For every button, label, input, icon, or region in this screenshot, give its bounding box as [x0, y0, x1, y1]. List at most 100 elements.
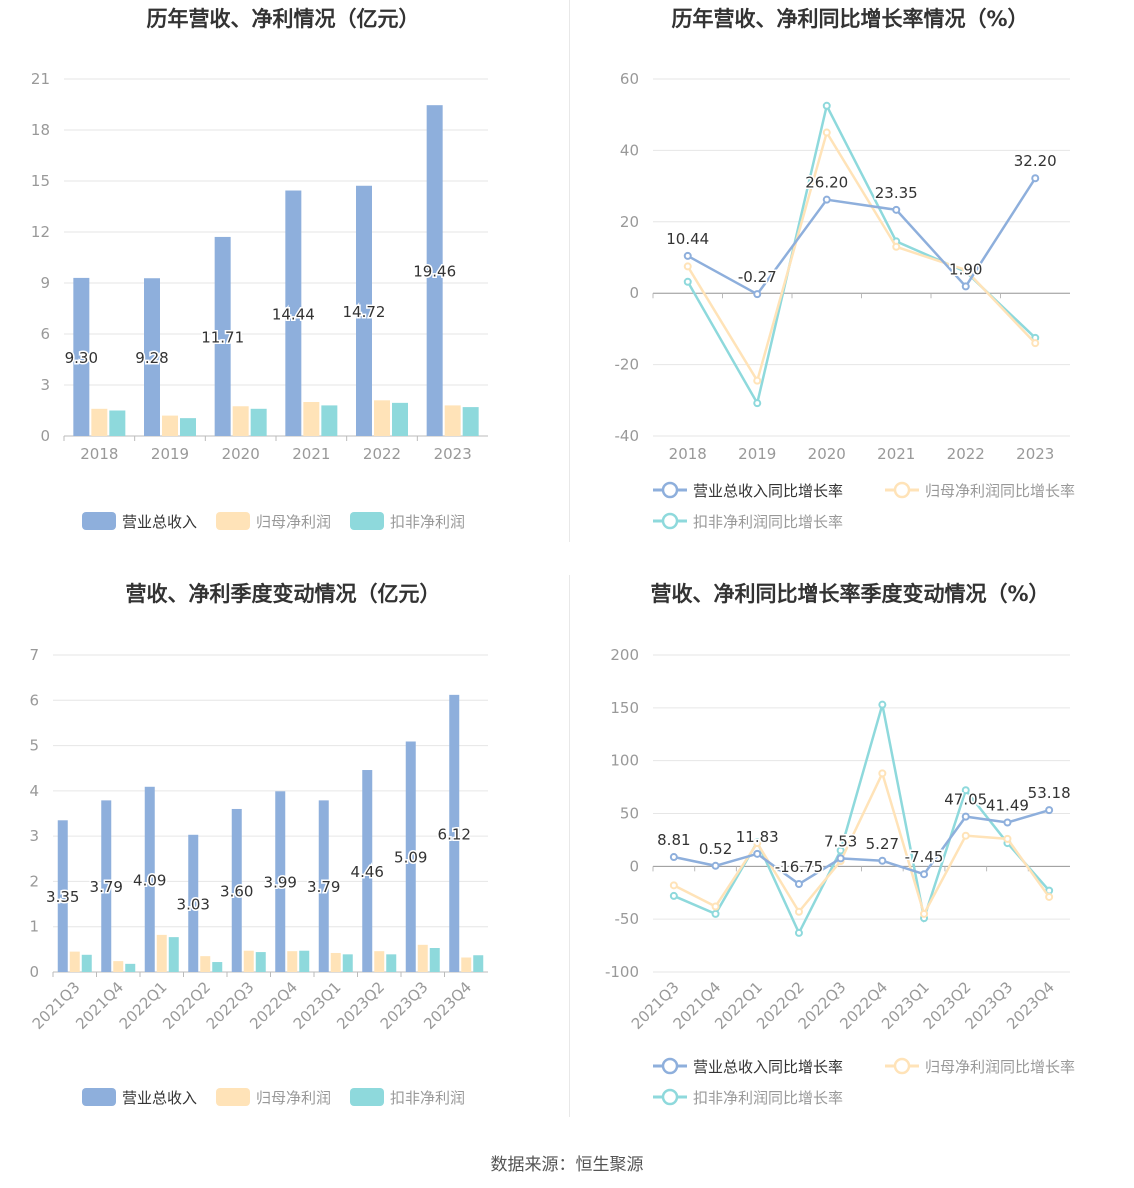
series-line-2	[673, 704, 1051, 936]
bar-2	[109, 410, 126, 436]
annual-growth-chart: 历年营收、净利同比增长率情况（%） -40 -20 0 20 40 60 2018 2019 20…	[615, 7, 1076, 531]
y-tick-label: 5	[29, 737, 39, 755]
data-label: 11.83	[736, 828, 779, 846]
legend-marker-1	[893, 481, 911, 499]
series-point-2	[683, 277, 692, 286]
x-tick-label: 2023	[1016, 445, 1054, 463]
y-tick-label: -50	[615, 910, 640, 928]
chart-title: 营收、净利季度变动情况（亿元）	[126, 582, 441, 606]
x-tick-label: 2022Q4	[246, 978, 301, 1033]
x-tick-label: 2022Q3	[203, 978, 258, 1033]
legend-label: 营业总收入同比增长率	[693, 482, 843, 500]
series-point-2	[753, 399, 762, 408]
series-point-0	[961, 282, 970, 291]
x-tick-label: 2022	[947, 445, 985, 463]
series-point-1	[711, 902, 720, 911]
data-label: 3.35	[46, 888, 79, 906]
bar-1	[444, 405, 461, 436]
bar-1	[374, 400, 390, 436]
x-tick-label: 2023Q2	[333, 978, 388, 1033]
series-point-0	[753, 290, 762, 299]
data-label: 5.27	[866, 835, 899, 853]
y-tick-label: 18	[31, 121, 50, 139]
bar-0	[231, 808, 242, 972]
bar-2	[342, 954, 353, 972]
series-line-0	[673, 808, 1050, 886]
data-label: 14.72	[343, 303, 386, 321]
series-point-1	[1003, 834, 1012, 843]
annual-bar-panel: 历年营收、净利情况（亿元） 0 3 6 9 12 15 18 21 2018 2019 2020 202…	[0, 0, 567, 575]
x-tick-label: 2023Q4	[420, 978, 475, 1033]
data-label: 8.81	[657, 831, 690, 849]
series-point-1	[1031, 339, 1040, 348]
x-tick-label: 2018	[669, 445, 707, 463]
legend-marker-1	[893, 1057, 911, 1075]
x-tick-label: 2022Q2	[159, 978, 214, 1033]
bar-1	[69, 951, 80, 972]
y-tick-label: 0	[29, 963, 39, 981]
bar-2	[168, 937, 179, 972]
legend-marker-2	[661, 1088, 679, 1106]
chart-title: 历年营收、净利情况（亿元）	[147, 7, 420, 31]
bar-1	[374, 951, 385, 972]
legend-label: 归母净利润	[256, 1089, 331, 1107]
y-tick-label: 50	[620, 805, 639, 823]
series-point-1	[822, 128, 831, 137]
x-tick-label: 2023Q3	[377, 978, 432, 1033]
legend-swatch-0	[82, 512, 116, 530]
legend-label: 归母净利润同比增长率	[925, 1058, 1075, 1076]
series-point-2	[836, 846, 845, 855]
series-point-0	[711, 861, 720, 870]
y-tick-label: 60	[620, 70, 639, 88]
bar-2	[473, 955, 484, 972]
data-label: 6.12	[438, 825, 471, 843]
x-tick-label: 2021	[292, 445, 330, 463]
x-tick-label: 2021Q4	[72, 978, 127, 1033]
bar-2	[125, 963, 136, 972]
x-tick-label: 2022Q1	[116, 978, 171, 1033]
bar-2	[180, 418, 196, 436]
bar-0	[101, 800, 112, 972]
y-tick-label: -20	[615, 356, 640, 374]
data-label: 4.46	[351, 863, 384, 881]
y-tick-label: 0	[629, 857, 639, 875]
legend-swatch-2	[350, 1088, 384, 1106]
data-label: 10.44	[666, 230, 709, 248]
quarterly-revenue-profit-chart: 营收、净利季度变动情况（亿元）012345672021Q32021Q42022Q…	[29, 582, 488, 1107]
bar-0	[57, 820, 68, 972]
bar-1	[243, 950, 254, 972]
series-point-1	[961, 265, 970, 274]
x-tick-label: 2023Q1	[290, 978, 345, 1033]
y-tick-label: 9	[40, 274, 50, 292]
series-point-0	[683, 251, 692, 260]
legend-label: 扣非净利润同比增长率	[693, 513, 843, 531]
quarterly-bar-panel: 营收、净利季度变动情况（亿元） 0 1 2 3 4 5 6 7 2021Q3 2021Q4 2022Q…	[0, 575, 567, 1150]
data-label: 9.30	[65, 349, 98, 367]
bar-0	[144, 278, 160, 436]
bar-0	[73, 277, 90, 436]
series-point-2	[669, 891, 678, 900]
series-point-1	[794, 907, 803, 916]
data-label: 3.79	[90, 878, 123, 896]
series-point-0	[961, 812, 970, 821]
data-label: 5.09	[394, 849, 427, 867]
series-point-0	[794, 880, 803, 889]
x-tick-label: 2020	[808, 445, 846, 463]
series-point-1	[753, 376, 762, 385]
data-label: 14.44	[272, 305, 315, 323]
bar-2	[321, 405, 338, 436]
bar-2	[392, 402, 408, 436]
annual-growth-panel: 历年营收、净利同比增长率情况（%） -40 -20 0 20 40 60 2018 2019 20…	[567, 0, 1134, 575]
bar-1	[461, 957, 472, 972]
y-tick-label: 2	[29, 872, 39, 890]
data-label: 32.20	[1014, 152, 1057, 170]
x-tick-label: 2023	[434, 445, 472, 463]
chart-title: 营收、净利同比增长率季度变动情况（%）	[650, 582, 1049, 606]
x-tick-label: 2021Q3	[29, 978, 84, 1033]
x-tick-label: 2021	[877, 445, 915, 463]
bar-0	[188, 834, 199, 972]
legend-label: 扣非净利润同比增长率	[693, 1089, 843, 1107]
chart-title: 历年营收、净利同比增长率情况（%）	[671, 7, 1028, 31]
quarterly-growth-chart: 营收、净利同比增长率季度变动情况（%）-100-5005010015020020…	[605, 582, 1075, 1107]
y-tick-label: 4	[29, 782, 39, 800]
